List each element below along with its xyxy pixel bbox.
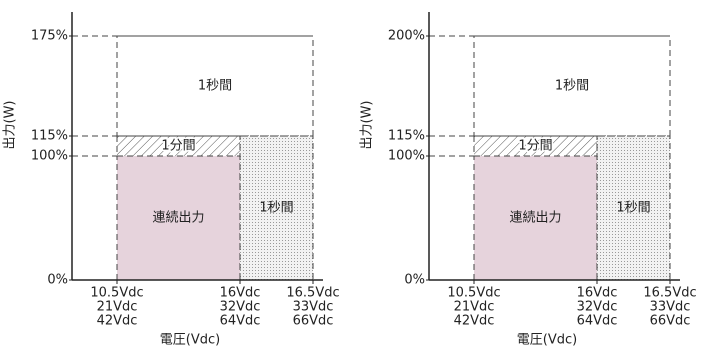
region-label: 1分間: [518, 139, 552, 154]
x-tick-label: 16.5Vdc: [286, 286, 339, 301]
x-tick-label: 42Vdc: [97, 314, 138, 329]
x-tick-label: 66Vdc: [650, 314, 691, 329]
region: [596, 135, 671, 281]
x-tick-label: 64Vdc: [220, 314, 261, 329]
region: [473, 155, 598, 281]
x-tick-label: 10.5Vdc: [447, 286, 500, 301]
region: [116, 155, 241, 281]
x-tick-label: 21Vdc: [97, 300, 138, 315]
x-tick-label: 33Vdc: [293, 300, 334, 315]
region-label: 1秒間: [616, 201, 650, 216]
y-tick-label: 200%: [388, 29, 425, 44]
x-tick-label: 32Vdc: [220, 300, 261, 315]
x-tick-label: 16Vdc: [577, 286, 618, 301]
region-label: 連続出力: [509, 211, 561, 226]
y-tick-label: 0%: [404, 273, 425, 288]
x-tick-label: 21Vdc: [454, 300, 495, 315]
x-tick-label: 33Vdc: [650, 300, 691, 315]
region-label: 1秒間: [259, 201, 293, 216]
region-label: 1分間: [161, 139, 195, 154]
x-tick-label: 16Vdc: [220, 286, 261, 301]
x-tick-label: 64Vdc: [577, 314, 618, 329]
y-tick-label: 100%: [31, 149, 68, 164]
x-axis-label: 電圧(Vdc): [517, 333, 577, 348]
y-tick-label: 115%: [388, 129, 425, 144]
y-tick-label: 115%: [31, 129, 68, 144]
y-tick-label: 175%: [31, 29, 68, 44]
x-tick-label: 16.5Vdc: [643, 286, 696, 301]
x-tick-label: 42Vdc: [454, 314, 495, 329]
x-tick-label: 10.5Vdc: [90, 286, 143, 301]
region-label: 連続出力: [152, 211, 204, 226]
y-axis-label: 出力(W): [3, 101, 18, 150]
y-tick-label: 0%: [47, 273, 68, 288]
y-axis-label: 出力(W): [360, 101, 375, 150]
x-tick-label: 66Vdc: [293, 314, 334, 329]
x-axis-label: 電圧(Vdc): [160, 333, 220, 348]
y-tick-label: 100%: [388, 149, 425, 164]
region-label: 1秒間: [555, 79, 589, 94]
region-label: 1秒間: [198, 79, 232, 94]
region: [239, 135, 314, 281]
x-tick-label: 32Vdc: [577, 300, 618, 315]
